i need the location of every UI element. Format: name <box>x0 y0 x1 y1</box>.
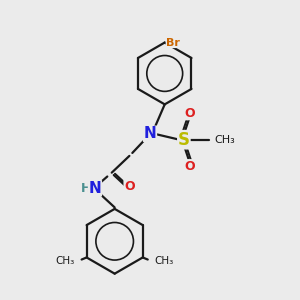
Text: O: O <box>184 160 195 173</box>
Text: H: H <box>81 182 91 195</box>
Text: S: S <box>178 131 190 149</box>
Text: CH₃: CH₃ <box>154 256 174 266</box>
Text: CH₃: CH₃ <box>56 256 75 266</box>
Text: O: O <box>184 107 195 120</box>
Text: Br: Br <box>166 38 180 47</box>
Text: N: N <box>88 181 101 196</box>
Text: N: N <box>144 126 156 141</box>
Text: CH₃: CH₃ <box>215 135 236 145</box>
Text: O: O <box>124 180 135 193</box>
